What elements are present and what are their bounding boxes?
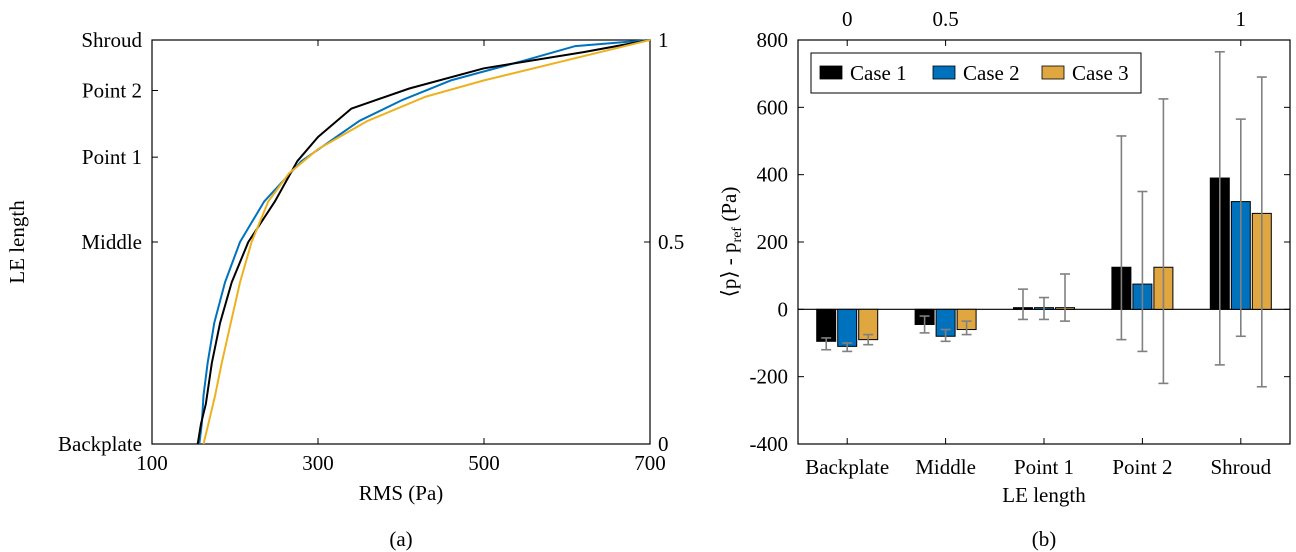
- panel-label-b: (b): [1032, 527, 1057, 551]
- x-axis-label: LE length: [1002, 483, 1086, 507]
- x-tick-label: Point 1: [1014, 455, 1074, 479]
- series-line-1: [198, 39, 651, 445]
- series-line-2: [196, 39, 651, 445]
- x-tick-label: Backplate: [805, 455, 889, 479]
- y-axis-label: ⟨p⟩ - pref (Pa): [717, 187, 745, 298]
- y-axis-label-unit: (Pa): [717, 187, 741, 227]
- y-tick-label: Point 1: [82, 145, 142, 169]
- x-tick-label: Shroud: [1210, 455, 1271, 479]
- legend-swatch-case-3: [1041, 65, 1065, 80]
- y-tick-label: 400: [757, 163, 789, 187]
- panel-label-a: (a): [389, 527, 412, 551]
- y-tick-label: Backplate: [58, 432, 142, 456]
- x-tick-label: 700: [634, 451, 666, 475]
- top-tick-label: 1: [1236, 7, 1247, 31]
- y-tick-label: Point 2: [82, 79, 142, 103]
- top-tick-label: 0.5: [932, 7, 958, 31]
- legend-label-case-2: Case 2: [963, 61, 1020, 85]
- top-tick-label: 0: [842, 7, 853, 31]
- x-tick-label: 100: [136, 451, 168, 475]
- y-tick-label: 0: [778, 297, 789, 321]
- legend-swatch-case-2: [932, 65, 956, 80]
- x-tick-label: Middle: [915, 455, 976, 479]
- y-tick-label: -400: [750, 432, 789, 456]
- y-axis-label-subscript: ref: [730, 227, 745, 243]
- y-tick-label: 600: [757, 95, 789, 119]
- x-tick-label: Point 2: [1112, 455, 1172, 479]
- bar-case-1: [816, 308, 837, 342]
- x-tick-label: 500: [468, 451, 500, 475]
- y-tick-label: -200: [750, 365, 789, 389]
- y-tick-label: 800: [757, 28, 789, 52]
- x-tick-label: 300: [302, 451, 334, 475]
- panel-a-rms-chart: 100 300 500 700 Backplate Middle Point 1 Point …: [5, 28, 684, 551]
- bar-case-2: [837, 308, 858, 347]
- y-tick-label: Middle: [81, 230, 142, 254]
- panel-b-pressure-bar-chart: -400 -200 0 200 400 600 800 Backplate Middle Poin…: [717, 7, 1291, 551]
- y-axis-label: LE length: [5, 200, 29, 284]
- y-right-tick-label: 1: [658, 28, 669, 52]
- y-axis-label-main: ⟨p⟩ - p: [717, 242, 741, 297]
- series-line-3: [202, 39, 651, 445]
- x-axis-label: RMS (Pa): [359, 481, 444, 505]
- legend-label-case-1: Case 1: [850, 61, 907, 85]
- legend-label-case-3: Case 3: [1072, 61, 1129, 85]
- legend-box: [810, 52, 1142, 94]
- legend-swatch-case-1: [819, 65, 843, 80]
- y-tick-label: Shroud: [81, 28, 142, 52]
- legend: Case 1 Case 2 Case 3: [810, 52, 1142, 94]
- y-right-tick-label: 0: [658, 432, 669, 456]
- y-right-tick-label: 0.5: [658, 230, 684, 254]
- y-tick-label: 200: [757, 230, 789, 254]
